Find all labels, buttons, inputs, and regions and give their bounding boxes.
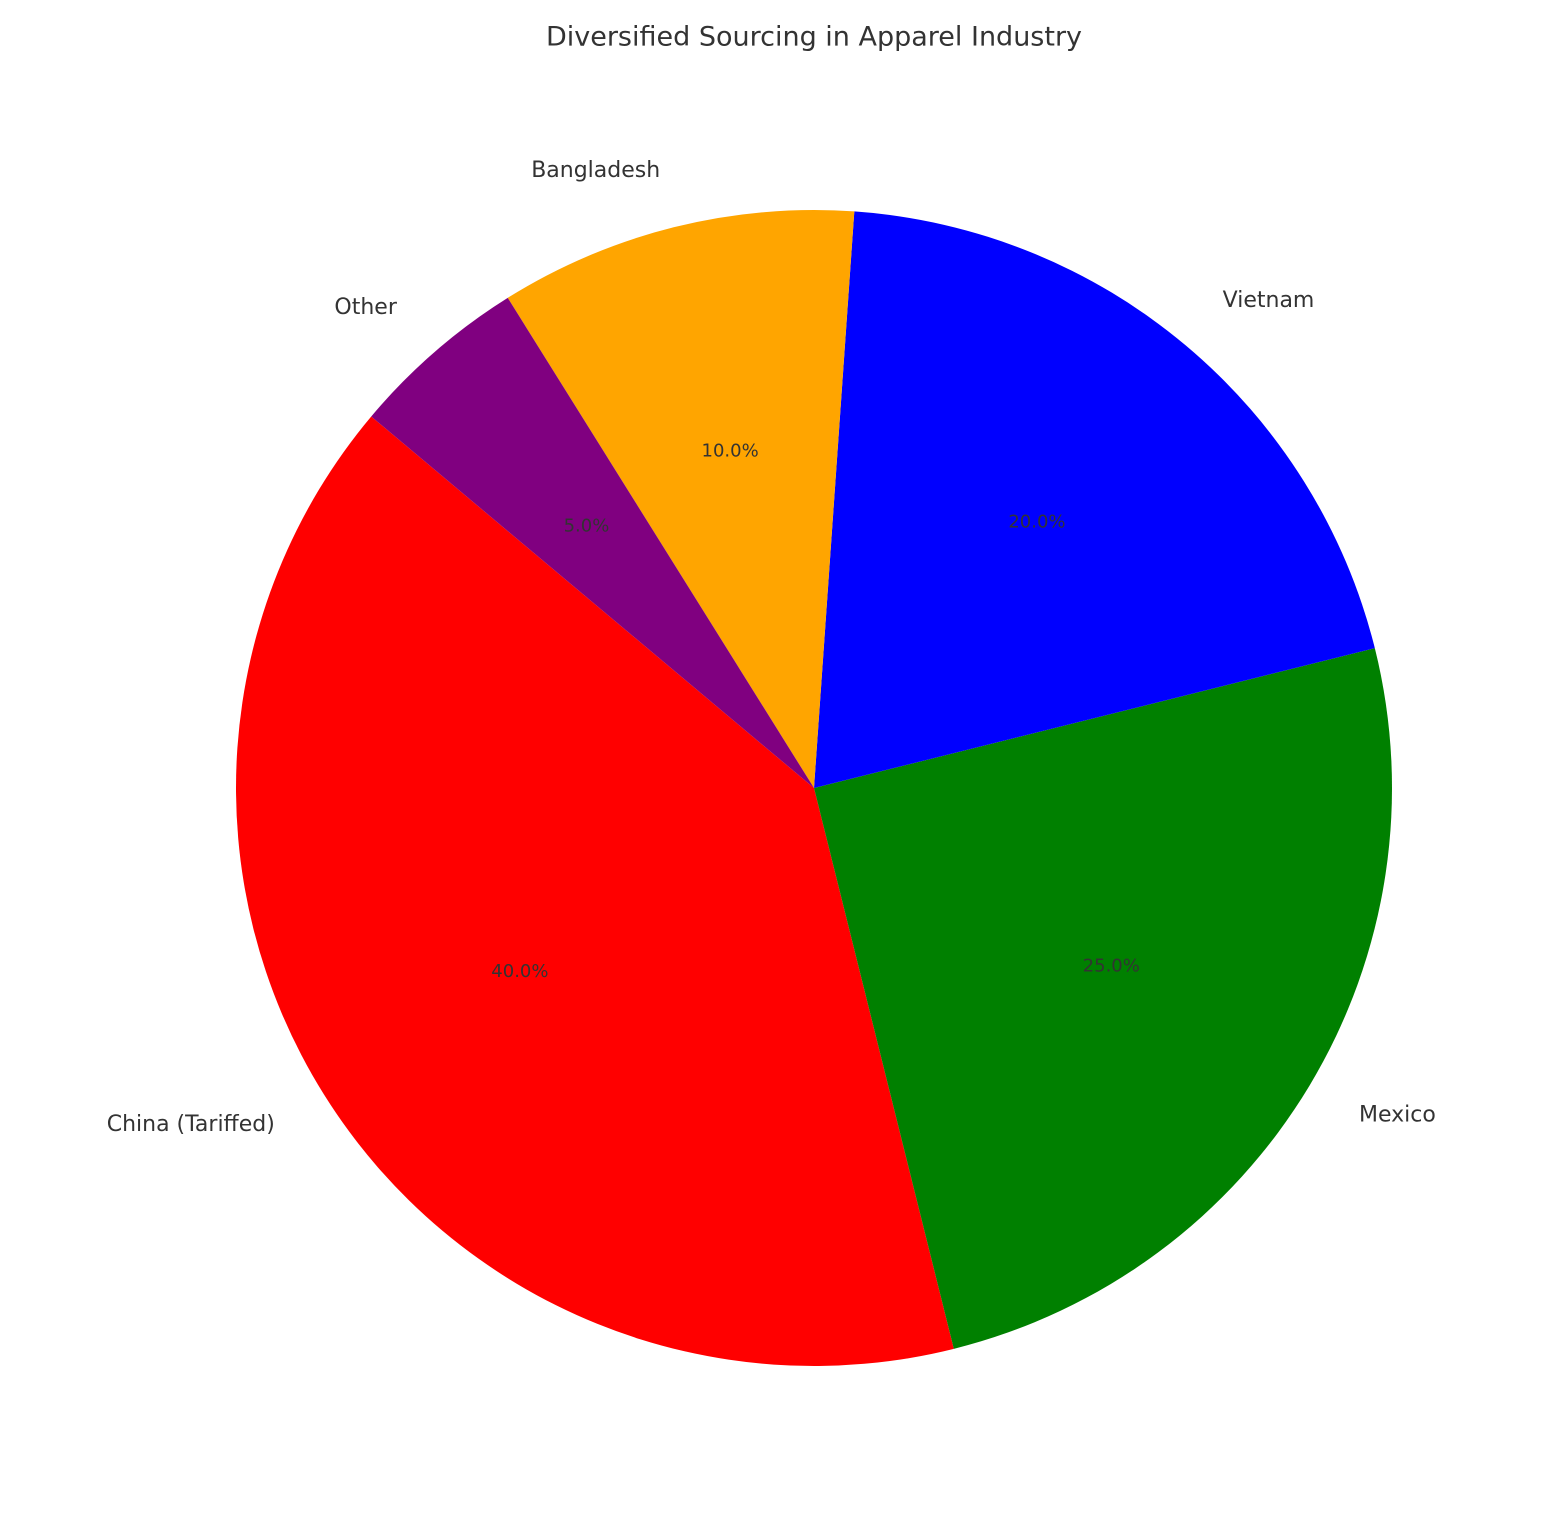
value-label: 5.0% bbox=[564, 515, 610, 536]
slice-label: Mexico bbox=[1359, 1102, 1436, 1127]
slice-label: Bangladesh bbox=[531, 158, 660, 183]
value-label: 25.0% bbox=[1083, 956, 1140, 977]
value-label: 20.0% bbox=[1008, 511, 1065, 532]
pie-slice bbox=[371, 297, 814, 788]
pie-slice bbox=[814, 648, 1392, 1349]
pie-slice bbox=[507, 210, 855, 788]
slice-label: Vietnam bbox=[1223, 288, 1315, 313]
chart-title: Diversified Sourcing in Apparel Industry bbox=[546, 22, 1082, 53]
value-label: 10.0% bbox=[702, 441, 759, 462]
slice-label: China (Tariffed) bbox=[107, 1112, 275, 1137]
value-label: 40.0% bbox=[491, 961, 548, 982]
slice-label: Other bbox=[334, 295, 397, 320]
pie-slice bbox=[235, 416, 954, 1367]
pie-slice bbox=[814, 211, 1375, 789]
